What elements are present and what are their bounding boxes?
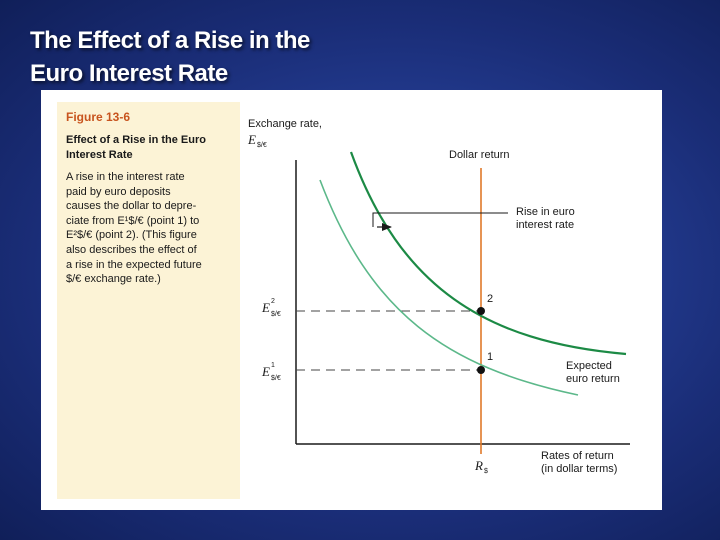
- e2-superscript: 2: [271, 298, 275, 305]
- dollar-interest-rate-subscript: $: [484, 468, 488, 475]
- interest-rate-rise-arrow: [372, 212, 508, 227]
- equilibrium-point-2: [477, 307, 485, 315]
- figure-description-line: $/€ exchange rate.): [66, 273, 161, 286]
- y-axis-symbol-subscript: $/€: [257, 142, 267, 149]
- interest-rate-rise-label-line-2: interest rate: [516, 219, 574, 231]
- figure-caption: Figure 13-6 Effect of a Rise in the Euro…: [57, 102, 240, 499]
- figure-description-line: E²$/€ (point 2). (This figure: [66, 229, 197, 242]
- y-axis-symbol: E: [247, 132, 256, 147]
- equilibrium-point-1: [477, 366, 485, 374]
- expected-euro-return-curve-new: [349, 151, 627, 356]
- x-axis-label-line-1: Rates of return: [541, 450, 614, 462]
- x-axis-label-line-2: (in dollar terms): [541, 463, 617, 475]
- figure-number: Figure 13-6: [66, 110, 131, 124]
- figure-description-line: A rise in the interest rate: [66, 171, 185, 183]
- figure-description-line: a rise in the expected future: [66, 258, 202, 271]
- interest-rate-rise-label-line-1: Rise in euro: [516, 206, 575, 218]
- point-2-label: 2: [487, 293, 493, 305]
- expected-euro-return-label-line-2: euro return: [566, 373, 620, 385]
- slide-title-line-2: Euro Interest Rate: [30, 60, 228, 87]
- figure-description: A rise in the interest rate paid by euro…: [66, 170, 233, 287]
- figure-description-line: paid by euro deposits: [66, 185, 171, 198]
- e1-symbol: E: [261, 364, 270, 379]
- diagram-area: Exchange rate, E $/€ Dollar return Rise …: [240, 102, 647, 499]
- dollar-interest-rate-symbol: R: [474, 458, 483, 473]
- e2-symbol: E: [261, 300, 270, 315]
- slide-title-line-1: The Effect of a Rise in the: [30, 27, 310, 54]
- slide-title: The Effect of a Rise in the Euro Interes…: [30, 24, 590, 90]
- e1-subscript: $/€: [271, 375, 281, 382]
- figure-description-line: causes the dollar to depre-: [66, 200, 197, 213]
- expected-euro-return-curve-old: [319, 179, 579, 396]
- e2-subscript: $/€: [271, 311, 281, 318]
- figure-title-line-1: Effect of a Rise in the Euro: [66, 134, 206, 146]
- figure-panel: Figure 13-6 Effect of a Rise in the Euro…: [41, 90, 662, 510]
- figure-title-line-2: Interest Rate: [66, 149, 133, 161]
- figure-description-line: also describes the effect of: [66, 243, 197, 256]
- figure-description-line: ciate from E¹$/€ (point 1) to: [66, 214, 200, 227]
- figure-title: Effect of a Rise in the Euro Interest Ra…: [66, 133, 233, 163]
- e1-superscript: 1: [271, 362, 275, 369]
- y-axis-label: Exchange rate,: [248, 118, 322, 130]
- exchange-rate-diagram: Exchange rate, E $/€ Dollar return Rise …: [247, 118, 630, 475]
- dollar-return-label: Dollar return: [449, 149, 510, 161]
- expected-euro-return-label-line-1: Expected: [566, 360, 612, 372]
- point-1-label: 1: [487, 351, 493, 363]
